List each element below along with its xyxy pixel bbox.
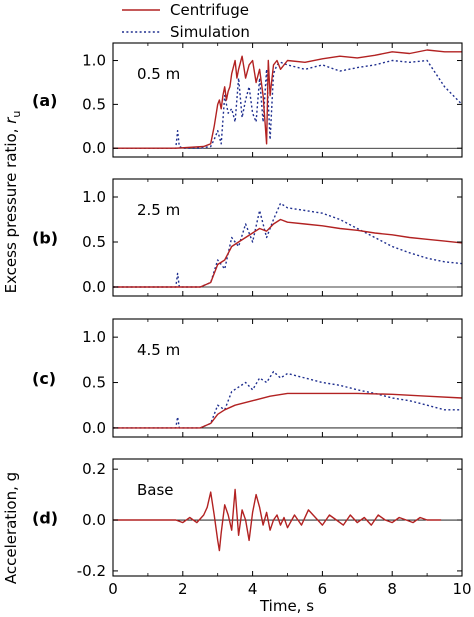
x-tick-label: 0: [108, 580, 118, 598]
y-axis-title-pressure: Excess pressure ratio, ru: [2, 111, 23, 294]
chart-panel: 0.0 0.5 1.0 (b) 2.5 m: [32, 178, 463, 297]
chart-panel: 0.0 0.5 1.0 (c) 4.5 m: [32, 318, 463, 438]
y-tick-label: 0.0: [82, 511, 106, 529]
y-tick-label: 1.0: [82, 188, 106, 206]
legend: Centrifuge Simulation: [122, 1, 250, 41]
y-tick-label: 0.0: [82, 139, 106, 157]
panel-label: (a): [32, 91, 57, 110]
series-line-centrifuge: [113, 218, 463, 288]
y-tick-label: 0.0: [82, 278, 106, 296]
y-tick-label: 0.2: [82, 460, 106, 478]
legend-label-simulation: Simulation: [170, 23, 250, 41]
panels: 0.0 0.5 1.0 (a) 0.5 m 0.0 0.5 1.0 (b) 2.5 m 0.0 0.5…: [32, 42, 472, 598]
x-axis-title: Time, s: [259, 597, 314, 615]
panel-annotation: 2.5 m: [137, 201, 180, 219]
plot-frame: [112, 318, 463, 438]
y-axis-title-acceleration: Acceleration, g: [2, 472, 20, 584]
y-tick-label: 1.0: [82, 52, 106, 70]
legend-label-centrifuge: Centrifuge: [170, 1, 249, 19]
panel-annotation: 4.5 m: [137, 341, 180, 359]
panel-label: (b): [32, 229, 58, 248]
y-tick-label: 1.0: [82, 328, 106, 346]
chart-panel: 0.2 0.0 -0.20 2 4 6 8 10 (d) Base: [32, 458, 472, 598]
panel-label: (c): [32, 369, 56, 388]
x-tick-label: 10: [452, 580, 471, 598]
y-tick-label: 0.5: [82, 374, 106, 392]
series-line-centrifuge: [113, 49, 462, 149]
plot-frame: [112, 458, 463, 577]
panel-label: (d): [32, 509, 58, 528]
y-tick-label: 0.5: [82, 233, 106, 251]
series-line-centrifuge: [113, 488, 442, 552]
chart-panel: 0.0 0.5 1.0 (a) 0.5 m: [32, 42, 463, 158]
x-tick-label: 6: [318, 580, 328, 598]
x-tick-label: 4: [248, 580, 258, 598]
x-tick-label: 8: [387, 580, 397, 598]
x-tick-label: 2: [178, 580, 188, 598]
y-tick-label: 0.0: [82, 419, 106, 437]
y-tick-label: 0.5: [82, 95, 106, 113]
panel-annotation: Base: [137, 481, 174, 499]
series-line-simulation: [113, 370, 462, 429]
panel-annotation: 0.5 m: [137, 65, 180, 83]
y-tick-label: -0.2: [77, 562, 106, 580]
series-line-centrifuge: [113, 392, 463, 429]
